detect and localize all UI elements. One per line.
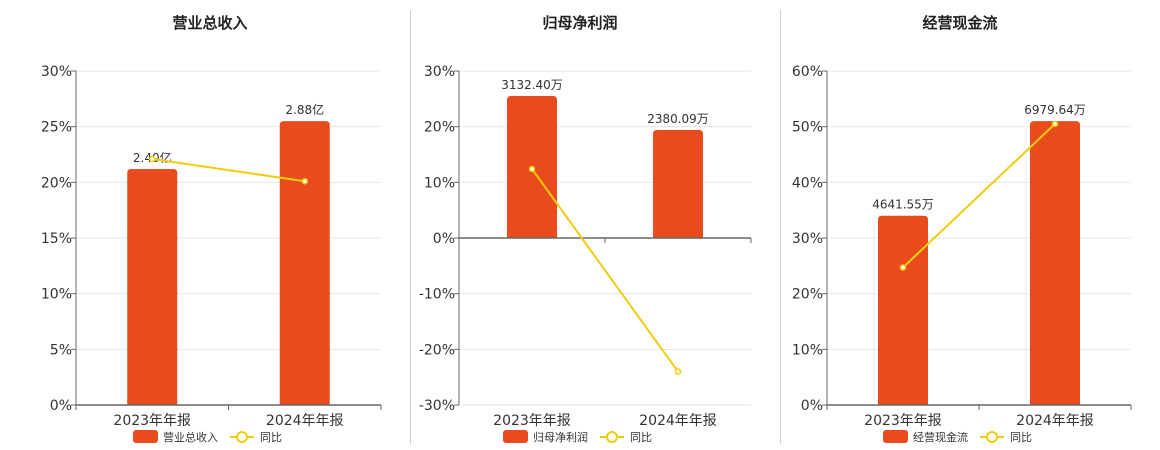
legend-bar-label: 归母净利润 [533, 430, 588, 444]
x-tick-label: 2023年年报 [493, 413, 571, 429]
chart-title: 归母净利润 [542, 14, 617, 32]
legend-bar-swatch [133, 430, 158, 443]
panel-divider [410, 10, 411, 444]
yoy-point [149, 155, 156, 163]
yoy-line [531, 168, 679, 373]
legend-line-marker [236, 431, 248, 443]
x-tick-label: 2024年年报 [1016, 413, 1094, 429]
bar [653, 130, 703, 238]
yoy-point [899, 264, 907, 271]
yoy-line [902, 123, 1056, 269]
y-tick-label: 60% [792, 64, 823, 80]
legend-line-marker [606, 431, 618, 443]
bar [878, 215, 928, 405]
bar-label: 4641.55万 [872, 198, 934, 212]
bar-label: 2380.09万 [647, 112, 709, 126]
legend-line-label: 同比 [630, 431, 652, 444]
y-tick-label: 30% [41, 64, 72, 80]
bar-label: 6979.64万 [1024, 103, 1086, 117]
bar-label: 2.88亿 [285, 102, 324, 117]
x-tick-label: 2024年年报 [639, 413, 717, 429]
y-tick-label: -10% [419, 287, 455, 303]
legend-line-marker [986, 431, 998, 443]
legend-bar-label: 营业总收入 [163, 430, 218, 444]
legend-bar-swatch [883, 430, 908, 443]
yoy-point [301, 177, 308, 185]
y-tick-label: -30% [419, 398, 455, 414]
y-tick-label: 20% [792, 287, 823, 303]
y-tick-label: 20% [424, 120, 455, 136]
x-tick-label: 2023年年报 [864, 413, 942, 429]
y-tick-label: 50% [792, 120, 823, 136]
panel-divider [780, 10, 781, 444]
y-tick-label: 10% [41, 287, 72, 303]
yoy-point [674, 368, 682, 375]
y-tick-label: 5% [50, 342, 72, 358]
y-tick-label: 0% [50, 398, 72, 414]
chart-title: 经营现金流 [922, 14, 997, 32]
yoy-line [152, 157, 305, 183]
y-tick-label: 15% [41, 231, 72, 247]
yoy-point [528, 165, 536, 173]
y-tick-label: 10% [792, 342, 823, 358]
y-tick-label: 20% [41, 175, 72, 191]
y-tick-label: 30% [792, 231, 823, 247]
x-tick-label: 2024年年报 [266, 413, 344, 429]
legend-bar-label: 经营现金流 [913, 430, 968, 444]
y-tick-label: 25% [41, 120, 72, 136]
chart-title: 营业总收入 [172, 14, 247, 32]
y-tick-label: 40% [792, 175, 823, 191]
bar-label: 3132.40万 [501, 78, 563, 92]
legend-bar-swatch [503, 430, 528, 443]
y-tick-label: 10% [424, 175, 455, 191]
y-tick-label: -20% [419, 342, 455, 358]
yoy-point [1051, 120, 1059, 128]
bar [1030, 121, 1080, 405]
bar [127, 168, 178, 405]
y-tick-label: 0% [801, 398, 823, 414]
x-tick-label: 2023年年报 [113, 413, 191, 429]
y-tick-label: 0% [433, 231, 455, 247]
y-tick-label: 30% [424, 64, 455, 80]
legend-line-label: 同比 [260, 431, 282, 444]
legend-line-label: 同比 [1010, 431, 1032, 444]
bar [279, 121, 330, 405]
